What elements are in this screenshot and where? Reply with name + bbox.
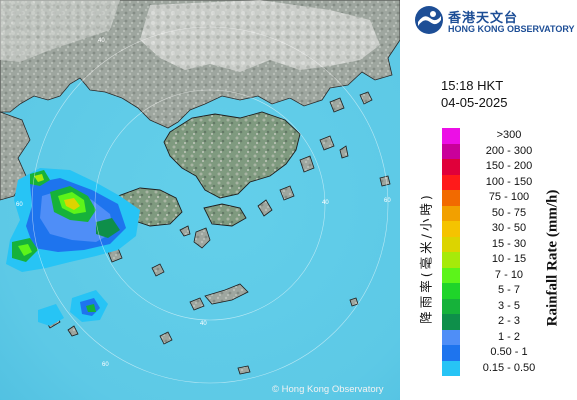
legend-swatch bbox=[442, 314, 460, 330]
svg-text:40: 40 bbox=[200, 321, 207, 327]
legend-row: 30 - 50 bbox=[442, 221, 552, 237]
lamma-island bbox=[193, 227, 211, 249]
legend-label: 0.50 - 1 bbox=[490, 346, 528, 358]
rainfall-legend: >300 200 - 300 150 - 200 100 - 150 75 - 100 5… bbox=[442, 128, 552, 376]
hong-kong-island bbox=[203, 203, 247, 227]
legend-row: 75 - 100 bbox=[442, 190, 552, 206]
legend-title-english: Rainfall Rate (mm/h) bbox=[544, 189, 561, 327]
legend-row: 50 - 75 bbox=[442, 205, 552, 221]
legend-swatch bbox=[442, 221, 460, 237]
legend-label: 100 - 150 bbox=[485, 175, 533, 188]
timestamp: 15:18 HKT 04-05-2025 bbox=[441, 77, 508, 111]
mainland-cloud-west bbox=[0, 0, 120, 62]
legend-swatch bbox=[442, 174, 460, 190]
copyright-notice: © Hong Kong Observatory bbox=[272, 384, 384, 395]
legend-row: 1 - 2 bbox=[442, 329, 552, 345]
legend-label: 5 - 7 bbox=[497, 284, 520, 296]
time-text: 15:18 HKT bbox=[441, 78, 504, 93]
legend-label: 150 - 200 bbox=[485, 160, 533, 172]
radar-map-canvas: 40 60 40 60 40 60 bbox=[0, 0, 400, 400]
logo-english-text: HONG KONG OBSERVATORY bbox=[448, 24, 575, 34]
mainland-cloud bbox=[140, 0, 380, 72]
legend-label: 7 - 10 bbox=[494, 268, 524, 281]
legend-label: 75 - 100 bbox=[488, 191, 530, 203]
legend-label: 3 - 5 bbox=[497, 299, 520, 312]
svg-text:60: 60 bbox=[384, 198, 391, 204]
legend-label: 0.15 - 0.50 bbox=[482, 361, 536, 374]
legend-row: 2 - 3 bbox=[442, 314, 552, 330]
logo-chinese-text: 香港天文台 bbox=[448, 11, 519, 26]
legend-label: 10 - 15 bbox=[491, 253, 527, 265]
legend-label: 50 - 75 bbox=[491, 206, 527, 219]
legend-swatch bbox=[442, 159, 460, 175]
range-rings bbox=[31, 26, 389, 384]
legend-label: 15 - 30 bbox=[491, 237, 527, 250]
svg-text:60: 60 bbox=[102, 362, 109, 368]
date-text: 04-05-2025 bbox=[441, 95, 508, 110]
hko-logo: 香港天文台 HONG KONG OBSERVATORY bbox=[414, 4, 575, 38]
legend-swatch bbox=[442, 298, 460, 314]
legend-row: 100 - 150 bbox=[442, 174, 552, 190]
legend-label: 30 - 50 bbox=[491, 222, 527, 234]
legend-swatch bbox=[442, 267, 460, 283]
svg-text:40: 40 bbox=[98, 38, 105, 44]
radar-map: 40 60 40 60 40 60 © Hong Kong Observator… bbox=[0, 0, 400, 400]
legend-swatch bbox=[442, 128, 460, 144]
legend-row: 10 - 15 bbox=[442, 252, 552, 268]
legend-swatch bbox=[442, 190, 460, 206]
svg-text:60: 60 bbox=[16, 202, 23, 208]
legend-row: 3 - 5 bbox=[442, 298, 552, 314]
legend-swatch bbox=[442, 252, 460, 268]
side-panel: 香港天文台 HONG KONG OBSERVATORY 15:18 HKT 04… bbox=[400, 0, 577, 400]
legend-label: >300 bbox=[496, 129, 522, 141]
legend-swatch bbox=[442, 205, 460, 221]
legend-row: 7 - 10 bbox=[442, 267, 552, 283]
legend-swatch bbox=[442, 360, 460, 376]
legend-row: >300 bbox=[442, 128, 552, 144]
svg-text:40: 40 bbox=[322, 200, 329, 206]
legend-swatch bbox=[442, 143, 460, 159]
range-ring-labels: 40 60 40 60 40 60 bbox=[16, 38, 391, 368]
rain-echoes bbox=[6, 168, 140, 326]
hong-kong-land bbox=[163, 111, 301, 199]
legend-swatch bbox=[442, 345, 460, 361]
legend-swatch bbox=[442, 283, 460, 299]
legend-swatch bbox=[442, 236, 460, 252]
legend-row: 200 - 300 bbox=[442, 143, 552, 159]
legend-row: 15 - 30 bbox=[442, 236, 552, 252]
legend-row: 150 - 200 bbox=[442, 159, 552, 175]
legend-label: 2 - 3 bbox=[497, 315, 520, 327]
legend-row: 5 - 7 bbox=[442, 283, 552, 299]
legend-row: 0.50 - 1 bbox=[442, 345, 552, 361]
legend-title-chinese: 降雨率(毫米/小時) bbox=[418, 192, 434, 324]
legend-swatch bbox=[442, 329, 460, 345]
legend-row: 0.15 - 0.50 bbox=[442, 360, 552, 376]
hko-logo-icon bbox=[415, 6, 443, 34]
legend-label: 200 - 300 bbox=[485, 144, 533, 157]
legend-label: 1 - 2 bbox=[497, 330, 520, 343]
